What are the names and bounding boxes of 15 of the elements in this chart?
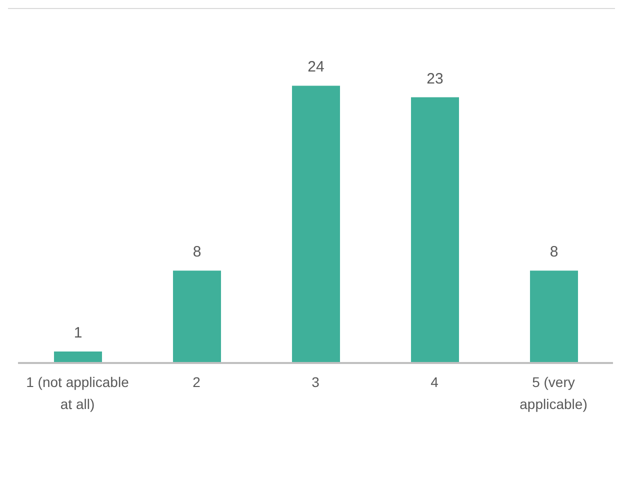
x-tick-label: 5 (very applicable) (520, 374, 588, 412)
data-label: 8 (550, 244, 558, 261)
data-label: 24 (308, 58, 324, 76)
x-tick-label: 1 (not applicable at all) (26, 374, 130, 412)
data-label: 1 (74, 324, 82, 342)
x-tick-label: 3 (312, 374, 320, 390)
bar (292, 86, 340, 363)
x-tick-label: 4 (430, 374, 439, 390)
bar (411, 97, 459, 363)
data-label: 23 (426, 70, 444, 88)
x-tick-label: 2 (192, 374, 201, 390)
bar (173, 270, 221, 363)
bar (530, 270, 578, 363)
bar (54, 351, 102, 363)
data-label: 8 (192, 244, 202, 261)
